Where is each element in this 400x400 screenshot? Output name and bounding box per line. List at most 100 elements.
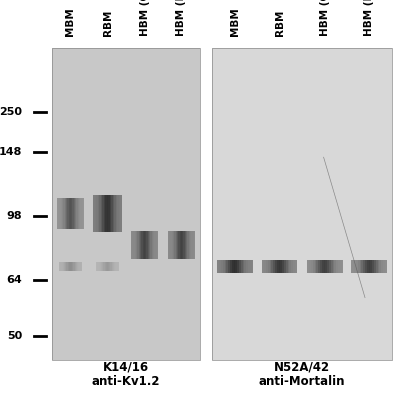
FancyBboxPatch shape bbox=[96, 195, 98, 232]
FancyBboxPatch shape bbox=[142, 230, 144, 258]
FancyBboxPatch shape bbox=[136, 230, 137, 258]
FancyBboxPatch shape bbox=[104, 195, 105, 232]
FancyBboxPatch shape bbox=[358, 260, 360, 273]
FancyBboxPatch shape bbox=[234, 260, 235, 273]
FancyBboxPatch shape bbox=[180, 230, 181, 258]
FancyBboxPatch shape bbox=[314, 260, 316, 273]
FancyBboxPatch shape bbox=[316, 260, 318, 273]
FancyBboxPatch shape bbox=[72, 262, 74, 271]
FancyBboxPatch shape bbox=[117, 195, 118, 232]
Text: RBM: RBM bbox=[274, 10, 284, 36]
FancyBboxPatch shape bbox=[59, 262, 82, 271]
FancyBboxPatch shape bbox=[52, 48, 200, 360]
FancyBboxPatch shape bbox=[379, 260, 381, 273]
FancyBboxPatch shape bbox=[176, 230, 177, 258]
FancyBboxPatch shape bbox=[152, 230, 153, 258]
FancyBboxPatch shape bbox=[108, 195, 110, 232]
FancyBboxPatch shape bbox=[184, 230, 185, 258]
Text: HBM (H): HBM (H) bbox=[364, 0, 374, 36]
FancyBboxPatch shape bbox=[182, 230, 184, 258]
FancyBboxPatch shape bbox=[289, 260, 291, 273]
FancyBboxPatch shape bbox=[138, 230, 140, 258]
FancyBboxPatch shape bbox=[113, 195, 114, 232]
FancyBboxPatch shape bbox=[334, 260, 336, 273]
FancyBboxPatch shape bbox=[89, 48, 126, 360]
FancyBboxPatch shape bbox=[126, 48, 163, 360]
FancyBboxPatch shape bbox=[188, 230, 189, 258]
FancyBboxPatch shape bbox=[365, 260, 367, 273]
FancyBboxPatch shape bbox=[318, 260, 320, 273]
FancyBboxPatch shape bbox=[66, 198, 67, 229]
FancyBboxPatch shape bbox=[212, 48, 392, 360]
FancyBboxPatch shape bbox=[149, 230, 150, 258]
FancyBboxPatch shape bbox=[327, 260, 329, 273]
FancyBboxPatch shape bbox=[225, 260, 226, 273]
FancyBboxPatch shape bbox=[241, 260, 242, 273]
FancyBboxPatch shape bbox=[101, 195, 102, 232]
FancyBboxPatch shape bbox=[66, 262, 68, 271]
FancyBboxPatch shape bbox=[68, 198, 70, 229]
FancyBboxPatch shape bbox=[372, 260, 374, 273]
FancyBboxPatch shape bbox=[106, 262, 107, 271]
FancyBboxPatch shape bbox=[150, 230, 152, 258]
FancyBboxPatch shape bbox=[163, 48, 200, 360]
FancyBboxPatch shape bbox=[173, 230, 174, 258]
FancyBboxPatch shape bbox=[108, 262, 109, 271]
FancyBboxPatch shape bbox=[376, 260, 378, 273]
FancyBboxPatch shape bbox=[74, 198, 75, 229]
FancyBboxPatch shape bbox=[70, 262, 71, 271]
Text: N52A/42
anti-Mortalin: N52A/42 anti-Mortalin bbox=[259, 360, 345, 388]
FancyBboxPatch shape bbox=[96, 262, 119, 271]
FancyBboxPatch shape bbox=[75, 198, 76, 229]
FancyBboxPatch shape bbox=[320, 260, 322, 273]
FancyBboxPatch shape bbox=[352, 260, 388, 273]
FancyBboxPatch shape bbox=[378, 260, 379, 273]
FancyBboxPatch shape bbox=[242, 260, 244, 273]
FancyBboxPatch shape bbox=[65, 262, 66, 271]
FancyBboxPatch shape bbox=[280, 260, 282, 273]
FancyBboxPatch shape bbox=[70, 198, 71, 229]
FancyBboxPatch shape bbox=[331, 260, 333, 273]
Text: 250: 250 bbox=[0, 107, 22, 117]
FancyBboxPatch shape bbox=[68, 262, 69, 271]
FancyBboxPatch shape bbox=[71, 262, 72, 271]
FancyBboxPatch shape bbox=[64, 262, 65, 271]
FancyBboxPatch shape bbox=[273, 260, 275, 273]
Text: 50: 50 bbox=[7, 331, 22, 341]
FancyBboxPatch shape bbox=[333, 260, 334, 273]
FancyBboxPatch shape bbox=[145, 230, 146, 258]
FancyBboxPatch shape bbox=[275, 260, 277, 273]
Text: K14/16
anti-Kv1.2: K14/16 anti-Kv1.2 bbox=[92, 360, 160, 388]
FancyBboxPatch shape bbox=[326, 260, 327, 273]
FancyBboxPatch shape bbox=[105, 195, 107, 232]
FancyBboxPatch shape bbox=[291, 260, 293, 273]
FancyBboxPatch shape bbox=[144, 230, 145, 258]
FancyBboxPatch shape bbox=[322, 260, 324, 273]
FancyBboxPatch shape bbox=[239, 260, 241, 273]
Text: HBM (Cx): HBM (Cx) bbox=[140, 0, 150, 36]
FancyBboxPatch shape bbox=[99, 195, 101, 232]
FancyBboxPatch shape bbox=[63, 198, 64, 229]
Text: HBM (Cx): HBM (Cx) bbox=[320, 0, 330, 36]
Text: MBM: MBM bbox=[66, 7, 76, 36]
FancyBboxPatch shape bbox=[111, 195, 113, 232]
FancyBboxPatch shape bbox=[76, 198, 78, 229]
FancyBboxPatch shape bbox=[137, 230, 138, 258]
FancyBboxPatch shape bbox=[367, 260, 369, 273]
FancyBboxPatch shape bbox=[102, 195, 104, 232]
FancyBboxPatch shape bbox=[232, 260, 234, 273]
FancyBboxPatch shape bbox=[75, 262, 76, 271]
Text: 64: 64 bbox=[6, 275, 22, 285]
FancyBboxPatch shape bbox=[76, 262, 77, 271]
FancyBboxPatch shape bbox=[306, 260, 342, 273]
FancyBboxPatch shape bbox=[244, 260, 246, 273]
FancyBboxPatch shape bbox=[282, 260, 284, 273]
FancyBboxPatch shape bbox=[246, 260, 248, 273]
FancyBboxPatch shape bbox=[212, 48, 392, 360]
FancyBboxPatch shape bbox=[266, 260, 268, 273]
FancyBboxPatch shape bbox=[324, 260, 326, 273]
FancyBboxPatch shape bbox=[112, 262, 113, 271]
FancyBboxPatch shape bbox=[228, 260, 230, 273]
FancyBboxPatch shape bbox=[313, 260, 314, 273]
Text: RBM: RBM bbox=[102, 10, 112, 36]
